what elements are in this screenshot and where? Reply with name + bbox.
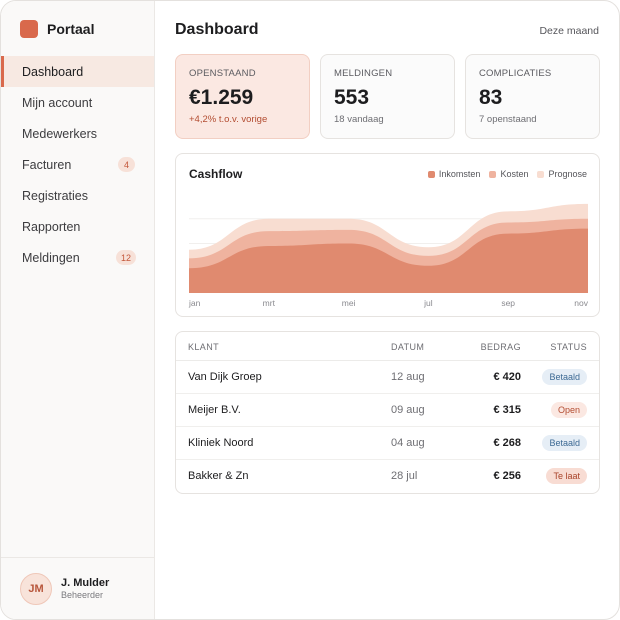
column-header-klant[interactable]: KLANT: [188, 342, 220, 352]
period-selector[interactable]: Deze maand: [539, 25, 599, 37]
x-tick-label: nov: [574, 298, 588, 308]
cell-date: 09 aug: [391, 404, 425, 416]
sidebar-item-meldingen[interactable]: Meldingen 12: [1, 242, 154, 273]
kpi-card-meldingen[interactable]: MELDINGEN 553 18 vandaag: [320, 54, 455, 139]
cell-amount: € 315: [493, 404, 521, 416]
cell-date: 12 aug: [391, 371, 425, 383]
page-title: Dashboard: [175, 21, 259, 38]
logo-icon: [20, 20, 38, 38]
kpi-label: COMPLICATIES: [479, 68, 552, 79]
meldingen-count-badge: 12: [116, 250, 136, 265]
user-profile[interactable]: JM J. Mulder Beheerder: [1, 557, 154, 619]
sidebar-nav: Dashboard Mijn account Medewerkers Factu…: [1, 56, 154, 273]
x-tick-label: sep: [501, 298, 515, 308]
cell-amount: € 420: [493, 371, 521, 383]
app-name: Portaal: [47, 21, 95, 37]
column-header-datum[interactable]: DATUM: [391, 342, 425, 352]
facturen-count-badge: 4: [118, 157, 135, 172]
column-header-bedrag[interactable]: BEDRAG: [480, 342, 521, 352]
kpi-label: MELDINGEN: [334, 68, 393, 79]
sidebar-item-mijn-account[interactable]: Mijn account: [1, 87, 154, 118]
legend-item-prognose: Prognose: [537, 169, 587, 179]
kpi-card-openstaand[interactable]: OPENSTAAND €1.259 +4,2% t.o.v. vorige: [175, 54, 310, 139]
brand[interactable]: Portaal: [20, 20, 94, 38]
x-tick-label: mei: [342, 298, 356, 308]
user-name: J. Mulder: [61, 577, 110, 589]
avatar: JM: [20, 573, 52, 605]
sidebar-item-dashboard[interactable]: Dashboard: [1, 56, 154, 87]
sidebar-item-label: Meldingen: [22, 250, 80, 265]
sidebar: Portaal Dashboard Mijn account Medewerke…: [1, 1, 155, 619]
legend-item-inkomsten: Inkomsten: [427, 169, 481, 179]
legend-label: Kosten: [500, 169, 529, 179]
kpi-label: OPENSTAAND: [189, 68, 256, 79]
status-badge: Betaald: [542, 435, 587, 451]
status-badge: Te laat: [546, 468, 587, 484]
sidebar-item-label: Mijn account: [22, 95, 93, 110]
sidebar-item-label: Dashboard: [22, 64, 84, 79]
cell-amount: € 256: [493, 470, 521, 482]
cell-client: Meijer B.V.: [188, 404, 241, 416]
table-row[interactable]: Van Dijk Groep 12 aug € 420 Betaald: [176, 361, 599, 394]
sidebar-item-registraties[interactable]: Registraties: [1, 180, 154, 211]
chart-title: Cashflow: [189, 167, 243, 181]
cell-date: 28 jul: [391, 470, 418, 482]
table-row[interactable]: Bakker & Zn 28 jul € 256 Te laat: [176, 460, 599, 493]
legend-label: Prognose: [548, 169, 587, 179]
table-row[interactable]: Kliniek Noord 04 aug € 268 Betaald: [176, 427, 599, 460]
kpi-value: 83: [479, 86, 503, 109]
x-tick-label: jan: [188, 298, 201, 308]
legend-item-kosten: Kosten: [489, 169, 528, 179]
area-inkomsten: [189, 228, 588, 293]
kpi-subtext: +4,2% t.o.v. vorige: [189, 114, 268, 125]
cell-amount: € 268: [493, 437, 521, 449]
cashflow-chart: jan mrt mei jul sep nov: [188, 203, 589, 308]
cell-client: Van Dijk Groep: [188, 371, 262, 383]
legend-label: Inkomsten: [438, 169, 481, 179]
sidebar-item-facturen[interactable]: Facturen 4: [1, 149, 154, 180]
cell-client: Kliniek Noord: [188, 437, 254, 449]
transactions-table: KLANT DATUM BEDRAG STATUS Van Dijk Groep…: [175, 331, 600, 494]
status-badge: Open: [550, 402, 587, 418]
table-header: KLANT DATUM BEDRAG STATUS: [176, 332, 599, 361]
x-tick-label: mrt: [263, 298, 276, 308]
sidebar-item-rapporten[interactable]: Rapporten: [1, 211, 154, 242]
chart-legend: Inkomsten Kosten Prognose: [419, 169, 587, 179]
column-header-status[interactable]: STATUS: [550, 342, 587, 352]
sidebar-item-label: Medewerkers: [22, 126, 98, 141]
kpi-value: 553: [334, 86, 370, 109]
kpi-subtext: 7 openstaand: [479, 114, 537, 125]
cashflow-chart-card: jan mrt mei jul sep nov Cashflow Inkomsten Ko…: [175, 153, 600, 317]
cell-client: Bakker & Zn: [188, 470, 249, 482]
x-tick-label: jul: [423, 298, 433, 308]
legend-swatch: [427, 170, 435, 178]
kpi-value: €1.259: [189, 86, 254, 109]
cell-date: 04 aug: [391, 437, 425, 449]
sidebar-item-label: Registraties: [22, 188, 88, 203]
sidebar-item-label: Rapporten: [22, 219, 81, 234]
kpi-subtext: 18 vandaag: [334, 114, 384, 125]
user-role: Beheerder: [61, 590, 104, 600]
kpi-card-complicaties[interactable]: COMPLICATIES 83 7 openstaand: [465, 54, 600, 139]
legend-swatch: [489, 170, 497, 178]
sidebar-item-label: Facturen: [22, 157, 72, 172]
legend-swatch: [537, 170, 545, 178]
table-row[interactable]: Meijer B.V. 09 aug € 315 Open: [176, 394, 599, 427]
sidebar-item-medewerkers[interactable]: Medewerkers: [1, 118, 154, 149]
status-badge: Betaald: [542, 369, 587, 385]
